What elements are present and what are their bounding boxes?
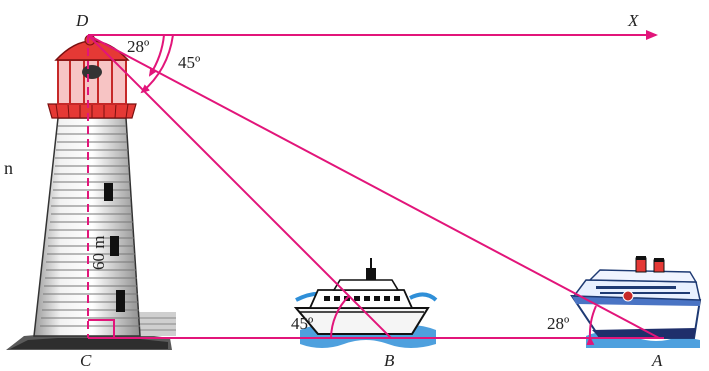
label-point-x: X xyxy=(627,11,639,30)
arc-28-at-d xyxy=(148,34,165,77)
stray-text: n xyxy=(4,158,13,178)
ship-a xyxy=(570,256,702,348)
angle-label-28-depression: 28º xyxy=(127,37,149,56)
ship-a-superstructure xyxy=(572,279,701,301)
label-point-b: B xyxy=(384,351,395,370)
angle-label-45-depression: 45º xyxy=(178,53,200,72)
labels: D X C B A 28º 45º 45º 28º 60 m xyxy=(75,11,663,370)
lighthouse-window xyxy=(116,290,125,312)
line-of-sight-db xyxy=(87,34,392,339)
lighthouse-window xyxy=(110,236,119,256)
arc-28-at-a xyxy=(586,305,597,346)
label-point-d: D xyxy=(75,11,89,30)
lighthouse-window xyxy=(104,183,113,201)
angle-label-45-elevation: 45º xyxy=(291,314,313,333)
height-label: 60 m xyxy=(89,236,108,270)
geometry-lines xyxy=(87,30,664,346)
ship-a-funnel xyxy=(635,257,647,273)
arc-45-at-b xyxy=(330,295,350,339)
line-of-sight-da xyxy=(87,34,660,339)
label-point-c: C xyxy=(80,351,92,370)
ship-b xyxy=(293,258,438,348)
arc-45-at-d xyxy=(140,34,174,94)
angle-label-28-elevation: 28º xyxy=(547,314,569,333)
lighthouse xyxy=(6,34,176,350)
right-angle-mark xyxy=(88,319,115,338)
label-point-a: A xyxy=(651,351,663,370)
